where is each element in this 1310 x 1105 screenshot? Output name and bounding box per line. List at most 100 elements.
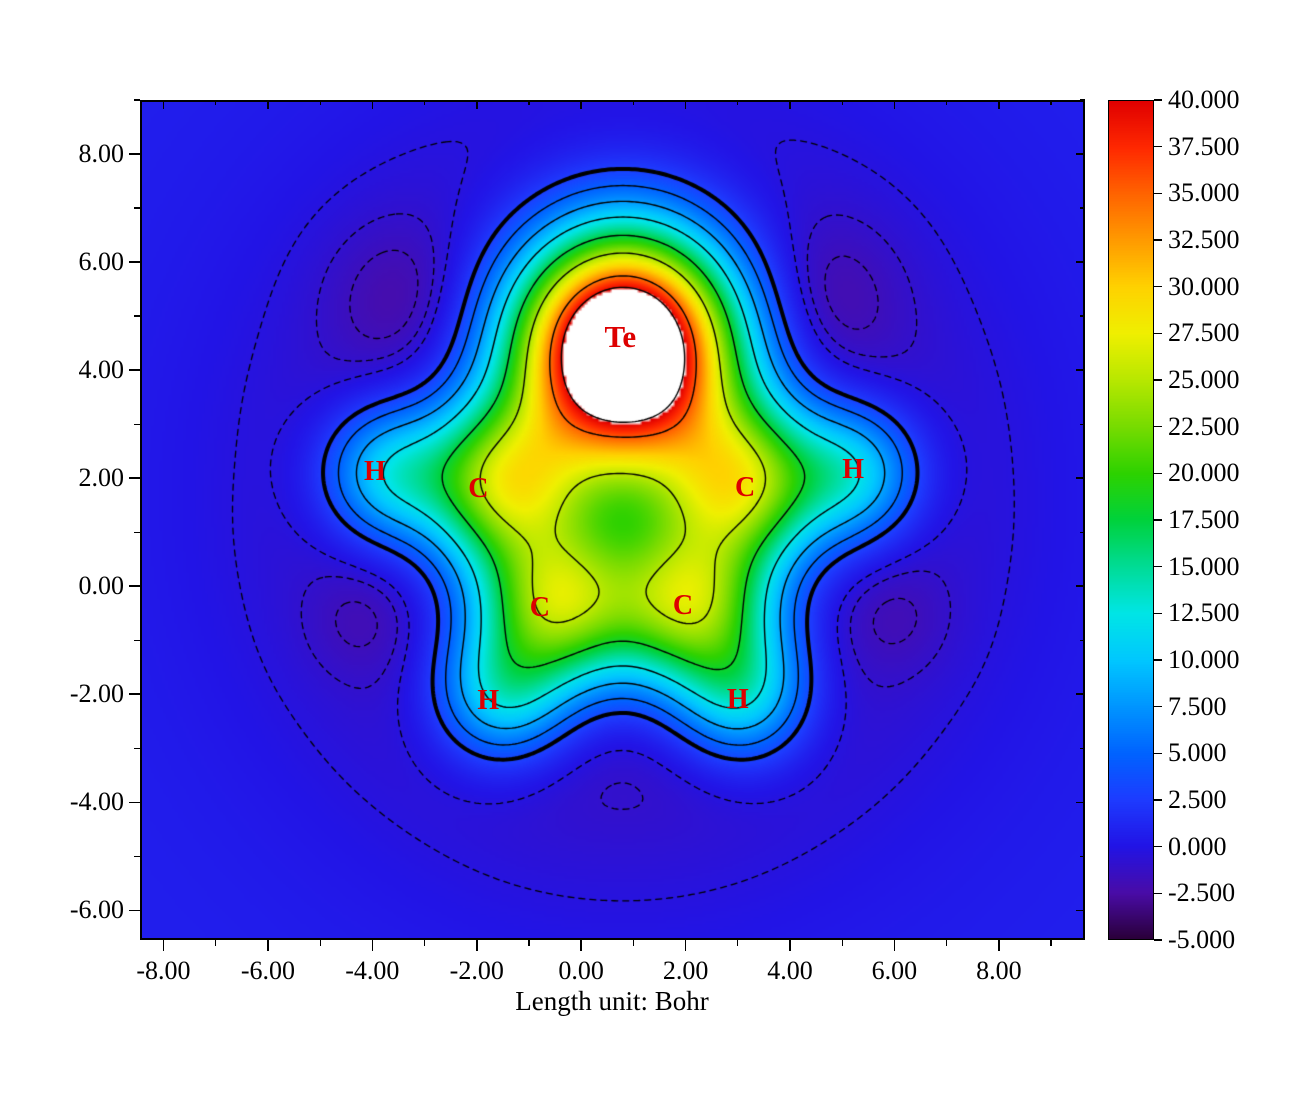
- colorbar-tick: [1154, 565, 1162, 568]
- x-minor-tick-top: [632, 100, 634, 105]
- colorbar-label: 30.000: [1168, 271, 1240, 301]
- y-minor-tick-right: [1080, 639, 1085, 641]
- x-minor-tick-bottom: [737, 940, 739, 946]
- atom-label-h: H: [726, 683, 749, 715]
- colorbar-tick: [1154, 939, 1162, 941]
- x-major-tick-top: [684, 100, 687, 109]
- y-major-tick-right: [1076, 369, 1085, 371]
- colorbar-tick: [1154, 192, 1162, 195]
- atom-label-c: C: [734, 471, 756, 503]
- x-minor-tick-bottom: [319, 940, 321, 946]
- y-major-tick-right: [1076, 153, 1085, 155]
- atom-label-te: Te: [604, 318, 637, 354]
- atom-label-c: C: [529, 591, 551, 623]
- colorbar-label: 32.500: [1168, 225, 1240, 254]
- y-minor-tick-left: [134, 747, 140, 749]
- y-tick-label: 2.00: [78, 463, 125, 493]
- y-major-tick-left: [129, 909, 140, 912]
- colorbar-tick: [1154, 379, 1162, 381]
- x-tick-label: 6.00: [871, 956, 918, 985]
- x-minor-tick-top: [1050, 100, 1052, 105]
- y-minor-tick-right: [1080, 315, 1085, 317]
- y-major-tick-left: [129, 477, 140, 479]
- x-minor-tick-top: [946, 100, 948, 105]
- colorbar-gradient: [1108, 100, 1154, 940]
- colorbar-label: -5.000: [1168, 925, 1236, 954]
- x-major-tick-top: [267, 100, 269, 109]
- y-tick-label: 8.00: [78, 139, 125, 169]
- colorbar-label: 20.000: [1168, 458, 1240, 488]
- y-tick-label: -2.00: [69, 679, 124, 709]
- y-minor-tick-left: [134, 639, 140, 641]
- atom-label-c: C: [672, 590, 694, 622]
- x-minor-tick-top: [841, 100, 843, 105]
- colorbar-label: 37.500: [1168, 131, 1240, 161]
- x-minor-tick-bottom: [215, 940, 217, 946]
- x-major-tick-top: [998, 100, 1000, 109]
- x-major-tick-bottom: [476, 940, 478, 951]
- y-major-tick-left: [129, 585, 140, 587]
- y-major-tick-left: [129, 801, 140, 803]
- colorbar-tick: [1154, 239, 1162, 241]
- x-major-tick-bottom: [789, 940, 791, 951]
- colorbar-tick: [1154, 659, 1162, 661]
- x-tick-label: -8.00: [136, 956, 191, 985]
- x-major-tick-bottom: [684, 940, 687, 951]
- colorbar-tick: [1154, 285, 1162, 288]
- y-minor-tick-left: [134, 99, 140, 101]
- y-major-tick-left: [129, 693, 140, 695]
- colorbar-label: 15.000: [1168, 551, 1240, 581]
- y-tick-label: -6.00: [69, 895, 124, 925]
- colorbar-tick: [1154, 99, 1162, 101]
- colorbar-label: 22.500: [1168, 411, 1240, 441]
- atom-label-h: H: [477, 684, 500, 716]
- x-major-tick-bottom: [893, 940, 896, 951]
- colorbar-label: 27.500: [1168, 318, 1240, 348]
- y-tick-label: 4.00: [78, 355, 125, 385]
- x-major-tick-top: [371, 100, 374, 109]
- x-minor-tick-top: [737, 100, 739, 105]
- colorbar-tick: [1154, 705, 1162, 708]
- x-axis-title: Length unit: Bohr: [515, 986, 709, 1016]
- x-minor-tick-top: [528, 100, 530, 105]
- colorbar-label: 40.000: [1168, 85, 1240, 114]
- colorbar-tick: [1154, 472, 1162, 475]
- x-major-tick-top: [476, 100, 478, 109]
- y-minor-tick-left: [134, 531, 140, 533]
- colorbar-tick: [1154, 845, 1162, 848]
- colorbar-tick: [1154, 145, 1162, 148]
- y-tick-label: 6.00: [78, 247, 125, 277]
- y-tick-label: 0.00: [78, 571, 125, 601]
- y-minor-tick-right: [1080, 747, 1085, 749]
- x-tick-label: 4.00: [767, 956, 813, 985]
- colorbar-label: 2.500: [1168, 785, 1227, 814]
- x-major-tick-bottom: [267, 940, 269, 951]
- colorbar-tick: [1154, 425, 1162, 428]
- x-minor-tick-bottom: [946, 940, 948, 946]
- y-minor-tick-left: [134, 855, 140, 857]
- colorbar-label: 35.000: [1168, 178, 1240, 208]
- colorbar-label: 0.000: [1168, 831, 1227, 861]
- x-minor-tick-top: [423, 100, 426, 105]
- x-tick-label: 0.00: [558, 956, 604, 985]
- y-major-tick-right: [1076, 261, 1085, 263]
- colorbar-tick: [1154, 752, 1162, 755]
- x-minor-tick-bottom: [423, 940, 426, 946]
- y-tick-label: -4.00: [69, 787, 124, 817]
- colorbar-tick: [1154, 612, 1162, 615]
- y-major-tick-right: [1076, 477, 1085, 479]
- y-minor-tick-right: [1080, 855, 1085, 857]
- x-major-tick-bottom: [162, 940, 165, 951]
- x-major-tick-bottom: [580, 940, 582, 951]
- y-major-tick-right: [1076, 585, 1085, 587]
- y-major-tick-right: [1076, 693, 1085, 695]
- y-major-tick-left: [129, 153, 140, 155]
- contour-canvas: [140, 100, 1085, 940]
- y-major-tick-right: [1076, 909, 1085, 912]
- colorbar-tick: [1154, 332, 1162, 335]
- y-major-tick-right: [1076, 801, 1085, 803]
- colorbar-label: 7.500: [1168, 691, 1227, 721]
- x-minor-tick-bottom: [841, 940, 843, 946]
- y-minor-tick-left: [134, 315, 140, 317]
- x-minor-tick-top: [215, 100, 217, 105]
